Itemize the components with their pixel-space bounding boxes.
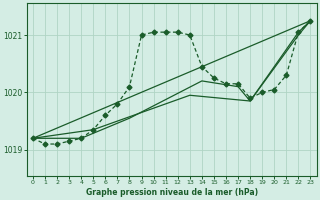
X-axis label: Graphe pression niveau de la mer (hPa): Graphe pression niveau de la mer (hPa)	[86, 188, 258, 197]
